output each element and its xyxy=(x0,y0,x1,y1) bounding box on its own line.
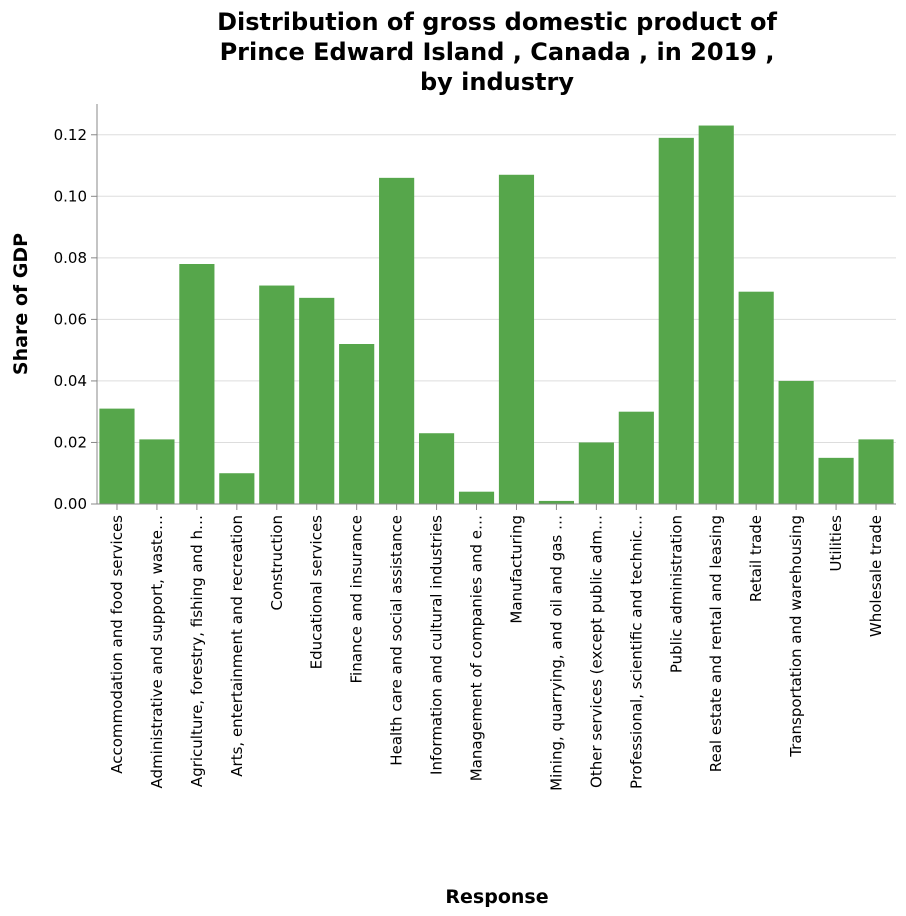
bar xyxy=(618,411,654,504)
bar xyxy=(179,264,215,504)
chart-title: Distribution of gross domestic product o… xyxy=(217,8,777,96)
bar xyxy=(578,442,614,504)
x-tick-label: Mining, quarrying, and oil and gas … xyxy=(547,515,565,791)
x-tick-label: Information and cultural industries xyxy=(428,515,446,775)
x-tick-label: Other services (except public adm… xyxy=(587,515,605,788)
bar xyxy=(458,491,495,504)
bar xyxy=(139,439,175,504)
x-tick-label: Transportation and warehousing xyxy=(787,515,805,758)
x-tick-label: Real estate and rental and leasing xyxy=(707,515,725,772)
x-tick-label: Health care and social assistance xyxy=(388,515,406,766)
bar xyxy=(99,408,135,504)
x-tick-label: Utilities xyxy=(827,515,845,572)
x-tick-label: Retail trade xyxy=(747,515,765,602)
bar xyxy=(538,500,575,504)
bar xyxy=(778,380,814,504)
y-axis: 0.00 0.02 0.04 0.06 0.08 0.10 0.12 xyxy=(54,104,98,513)
bar xyxy=(818,457,854,504)
x-tick-label: Administrative and support, waste… xyxy=(148,515,166,788)
y-tick-label: 0.12 xyxy=(54,126,87,144)
bar xyxy=(219,473,255,504)
y-tick-label: 0.00 xyxy=(54,495,87,513)
bar xyxy=(418,433,455,504)
x-tick-label: Construction xyxy=(268,515,286,611)
y-tick-label: 0.04 xyxy=(54,372,87,390)
x-tick-label: Professional, scientific and technic… xyxy=(627,515,645,789)
bar xyxy=(658,137,694,504)
y-tick-label: 0.08 xyxy=(54,249,87,267)
y-tick-label: 0.10 xyxy=(54,187,87,205)
bar xyxy=(858,439,894,504)
chart-title-line-2: Prince Edward Island , Canada , in 2019 … xyxy=(220,38,775,66)
x-axis-title: Response xyxy=(445,886,548,908)
x-tick-label: Manufacturing xyxy=(507,515,525,624)
bar xyxy=(299,297,335,504)
bar xyxy=(698,125,734,505)
x-axis: Accommodation and food services Administr… xyxy=(97,503,896,791)
x-tick-label: Management of companies and e… xyxy=(468,515,486,781)
bar xyxy=(379,177,415,504)
y-tick-label: 0.06 xyxy=(54,310,87,328)
chart-title-line-1: Distribution of gross domestic product o… xyxy=(217,8,777,36)
x-tick-label: Public administration xyxy=(667,515,685,673)
chart-title-line-3: by industry xyxy=(420,68,574,96)
bar xyxy=(738,291,774,504)
gridlines xyxy=(97,134,896,505)
y-tick-label: 0.02 xyxy=(54,433,87,451)
x-tick-label: Wholesale trade xyxy=(867,515,885,637)
x-tick-label: Arts, entertainment and recreation xyxy=(228,515,246,777)
x-tick-label: Educational services xyxy=(308,515,326,670)
x-tick-label: Accommodation and food services xyxy=(108,515,126,774)
x-tick-label: Finance and insurance xyxy=(348,515,366,683)
y-axis-title: Share of GDP xyxy=(10,233,32,375)
bars xyxy=(99,125,894,505)
bar xyxy=(259,285,295,504)
bar xyxy=(339,344,375,504)
x-tick-label: Agriculture, forestry, fishing and h… xyxy=(188,515,206,787)
bar xyxy=(498,174,535,504)
